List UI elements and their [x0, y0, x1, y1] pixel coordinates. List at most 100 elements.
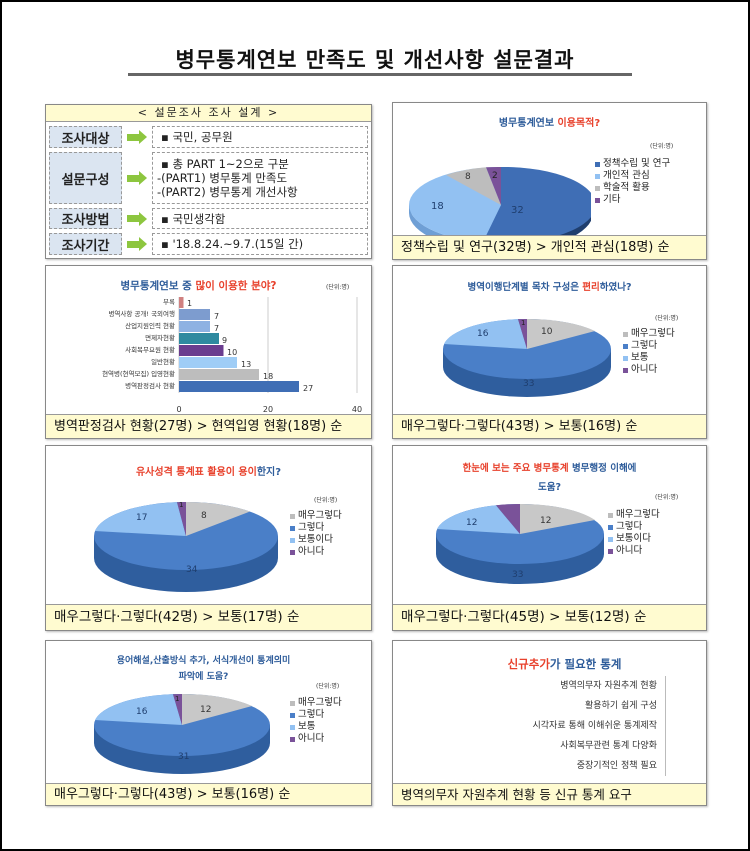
pie-chart: 34 17 8 1: [94, 501, 278, 592]
chart-title: 신규추가가 필요한 통계: [507, 657, 622, 671]
svg-text:0: 0: [176, 405, 181, 414]
chart-title-line2: 파악에 도움?: [178, 672, 229, 682]
panel-summary: 매우그렇다·그렇다(45명) > 보통(12명) 순: [393, 604, 706, 630]
svg-text:18: 18: [431, 201, 444, 212]
panel-summary: 정책수립 및 연구(32명) > 개인적 관심(18명) 순: [393, 235, 706, 259]
new-stats-list: 병역의무자 자원추계 현황 활용하기 쉽게 구성 시각자료 통해 이해쉬운 통계…: [532, 676, 666, 776]
svg-text:16: 16: [136, 707, 148, 717]
svg-text:현역병(현역모집) 입영현황: 현역병(현역모집) 입영현황: [102, 369, 175, 378]
svg-text:1: 1: [521, 319, 525, 327]
unit-label: (단위:명): [650, 143, 674, 150]
design-row-period: 조사기간 ▪ '18.8.24.~9.7.(15일 간): [49, 233, 368, 255]
design-row-method: 조사방법 ▪ 국민생각함: [49, 208, 368, 229]
svg-text:3: 3: [501, 504, 506, 505]
survey-design-panel: < 설문조사 조사 설계 > 조사대상 ▪ 국민, 공무원 설문구성 ▪ 총 P…: [45, 104, 372, 259]
survey-design-header: < 설문조사 조사 설계 >: [46, 105, 371, 122]
svg-text:1: 1: [175, 695, 179, 703]
title-underline: [128, 73, 632, 76]
svg-text:34: 34: [186, 565, 198, 575]
svg-text:8: 8: [465, 172, 471, 182]
svg-text:33: 33: [512, 570, 523, 580]
chart-title: 한눈에 보는 주요 병무통계 병무행정 이해에: [462, 463, 637, 474]
chart-legend: 매우그렇다 그렇다 보통 아니다: [290, 697, 342, 745]
list-item: 시각자료 통해 이해쉬운 통계제작: [532, 721, 657, 731]
svg-text:2: 2: [492, 171, 498, 181]
chart-legend: 매우그렇다 그렇다 보통 아니다: [623, 328, 675, 376]
svg-text:18: 18: [263, 372, 273, 381]
svg-text:13: 13: [241, 360, 251, 369]
svg-text:사회복무요원 현황: 사회복무요원 현황: [125, 345, 175, 354]
similar-chart-panel: 유사성격 통계표 활용이 용이한지? (단위:명) 34 17 8 1 매우그렇…: [45, 445, 372, 631]
svg-text:7: 7: [214, 324, 219, 333]
svg-text:병역판정검사 현황: 병역판정검사 현황: [125, 381, 175, 390]
svg-text:33: 33: [523, 379, 534, 389]
svg-text:부록: 부록: [163, 298, 175, 306]
design-value: ▪ '18.8.24.~9.7.(15일 간): [152, 233, 368, 255]
design-value-line: -(PART2) 병무통계 개선사항: [157, 185, 298, 199]
design-key: 설문구성: [49, 152, 122, 204]
chart-legend: 정책수립 및 연구 개인적 관심 학술적 활용 기타: [595, 158, 670, 206]
panel-summary: 병역의무자 자원추계 현황 등 신규 통계 요구: [393, 783, 706, 805]
glance-chart-panel: 한눈에 보는 주요 병무통계 병무행정 이해에 도움? (단위:명) 33 12…: [392, 445, 707, 631]
svg-text:20: 20: [263, 405, 273, 414]
chart-title: 병무통계연보 중 많이 이용한 분야?: [120, 280, 277, 292]
svg-text:12: 12: [466, 518, 477, 528]
svg-text:10: 10: [541, 327, 553, 337]
pie-chart: 31 16 12 1: [94, 693, 270, 774]
design-value-line: ▪ 국민생각함: [161, 211, 226, 226]
arrow-right-icon: [122, 237, 152, 251]
arrow-right-icon: [122, 130, 152, 144]
svg-text:31: 31: [178, 752, 189, 762]
purpose-chart-panel: 병무통계연보 이용목적? (단위:명) 32 18 8 2 정책수립 및 연구 …: [392, 102, 707, 260]
design-value: ▪ 국민생각함: [152, 208, 368, 229]
chart-title: 유사성격 통계표 활용이 용이한지?: [135, 467, 282, 478]
panel-summary: 매우그렇다·그렇다(43명) > 보통(16명) 순: [46, 783, 371, 805]
svg-text:1: 1: [179, 501, 183, 509]
chart-title: 용어해설,산출방식 추가, 서식개선이 통계의미: [116, 656, 291, 666]
svg-text:12: 12: [200, 705, 211, 715]
list-item: 사회복무관련 통계 다양화: [560, 741, 657, 751]
svg-text:17: 17: [136, 513, 147, 523]
panel-summary: 병역판정검사 현황(27명) > 현역입영 현황(18명) 순: [46, 414, 371, 438]
chart-title: 병무통계연보 이용목적?: [498, 118, 601, 129]
svg-text:32: 32: [511, 205, 524, 216]
svg-text:9: 9: [222, 336, 227, 345]
design-row-composition: 설문구성 ▪ 총 PART 1~2으로 구분 -(PART1) 병무통계 만족도…: [49, 152, 368, 204]
svg-text:면제자현황: 면제자현황: [145, 333, 175, 342]
chart-legend: 매우그렇다 그렇다 보통이다 아니다: [290, 510, 342, 558]
unit-label: (단위:명): [655, 494, 679, 501]
svg-text:산업지원인력 현황: 산업지원인력 현황: [125, 321, 175, 330]
svg-text:12: 12: [540, 516, 551, 526]
new-stats-panel: 신규추가가 필요한 통계 병역의무자 자원추계 현황 활용하기 쉽게 구성 시각…: [392, 640, 707, 806]
page-title: 병무통계연보 만족도 및 개선사항 설문결과: [175, 48, 575, 72]
unit-label: (단위:명): [326, 284, 350, 291]
svg-text:8: 8: [201, 511, 207, 521]
design-value-line: -(PART1) 병무통계 만족도: [157, 171, 288, 185]
panel-summary: 매우그렇다·그렇다(42명) > 보통(17명) 순: [46, 604, 371, 630]
svg-text:1: 1: [187, 299, 192, 308]
svg-text:40: 40: [352, 405, 362, 414]
pie-chart: 33 16 10 1: [443, 318, 611, 397]
design-key: 조사방법: [49, 208, 122, 229]
unit-label: (단위:명): [316, 683, 340, 690]
chart-legend: 매우그렇다 그렇다 보통이다 아니다: [608, 509, 660, 557]
design-value-line: ▪ 총 PART 1~2으로 구분: [161, 157, 289, 171]
design-key: 조사대상: [49, 126, 122, 148]
design-key: 조사기간: [49, 233, 122, 255]
svg-text:16: 16: [477, 329, 489, 339]
pie-chart: 32 18 8 2: [409, 166, 591, 238]
list-item: 병역의무자 자원추계 현황: [560, 681, 657, 691]
design-value-line: ▪ '18.8.24.~9.7.(15일 간): [161, 237, 304, 251]
design-value-line: ▪ 국민, 공무원: [161, 130, 233, 144]
svg-text:일반현황: 일반현황: [151, 357, 175, 366]
design-value: ▪ 총 PART 1~2으로 구분 -(PART1) 병무통계 만족도 -(PA…: [152, 152, 368, 204]
arrow-right-icon: [122, 171, 152, 185]
glossary-chart-panel: 용어해설,산출방식 추가, 서식개선이 통계의미 파악에 도움? (단위:명) …: [45, 640, 372, 806]
svg-text:병역사항 공개! 국외여행: 병역사항 공개! 국외여행: [108, 309, 175, 318]
chart-title: 병역이행단계별 목차 구성은 편리하였나?: [467, 282, 632, 293]
toc-chart-panel: 병역이행단계별 목차 구성은 편리하였나? (단위:명) 33 16 10 1 …: [392, 265, 707, 439]
unit-label: (단위:명): [314, 497, 338, 504]
pie-chart: 33 12 12 3: [436, 504, 604, 584]
svg-text:10: 10: [227, 348, 237, 357]
